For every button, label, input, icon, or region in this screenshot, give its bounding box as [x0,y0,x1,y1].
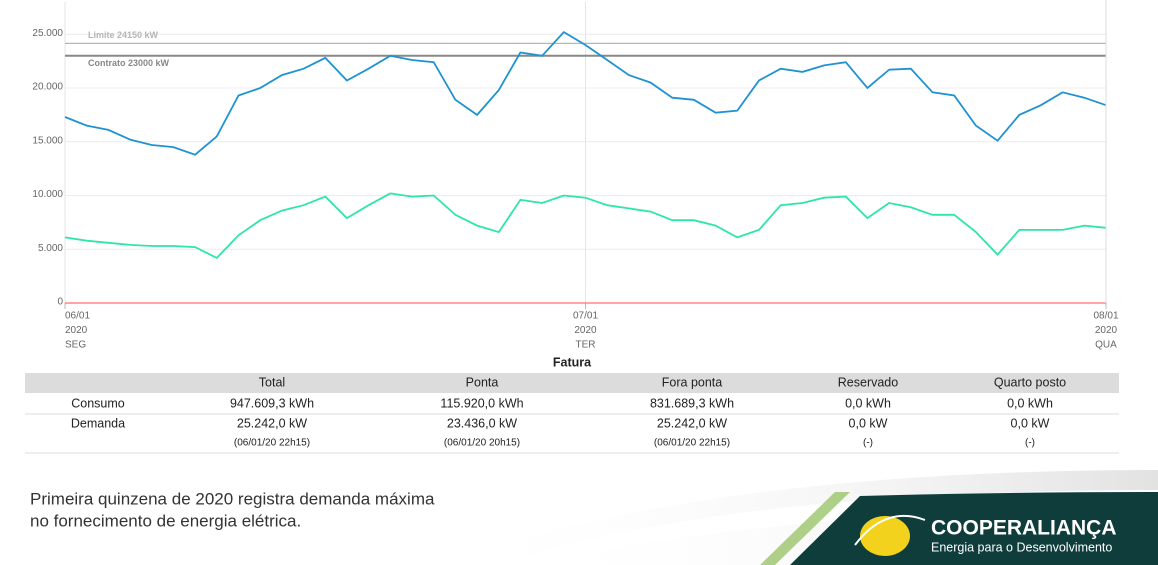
logo-icon [860,516,910,556]
table-title: Fatura [553,355,592,369]
x-tick-label: SEG [65,340,86,351]
cell: 23.436,0 kW [447,416,517,430]
cell: 25.242,0 kW [657,416,727,430]
stripe [760,492,850,565]
x-tick-label: 2020 [574,325,597,336]
reference-label: Limite 24150 kW [88,30,159,40]
column-header: Ponta [466,375,499,389]
x-tick-label: TER [576,340,596,351]
cell-note: (06/01/20 22h15) [654,438,730,449]
cell-note: (06/01/20 20h15) [444,438,520,449]
cell: 115.920,0 kWh [440,396,523,410]
x-tick-label: 07/01 [573,311,598,322]
column-header: Total [259,375,285,389]
series-line [64,30,1107,156]
column-header: Quarto posto [994,375,1066,389]
x-tick-label: 2020 [65,325,88,336]
y-tick-label: 15.000 [32,135,63,146]
cell: 0,0 kW [849,416,888,430]
cell: 0,0 kWh [845,396,891,410]
cell-note: (06/01/20 22h15) [234,438,310,449]
x-tick-label: QUA [1095,340,1117,351]
column-header: Fora ponta [662,375,723,389]
y-tick-label: 10.000 [32,189,63,200]
series-line [64,192,1107,260]
cell: 0,0 kW [1011,416,1050,430]
column-header: Reservado [838,375,898,389]
y-tick-label: 5.000 [38,243,63,254]
cell-note: (-) [863,438,873,449]
y-tick-label: 0 [57,297,63,308]
y-tick-label: 25.000 [32,28,63,39]
row-label: Demanda [71,416,125,430]
row-label: Consumo [71,396,125,410]
logo-icon [854,514,926,546]
reference-label: Contrato 23000 kW [88,58,170,68]
logo-tagline: Energia para o Desenvolvimento [931,540,1112,554]
x-tick-label: 06/01 [65,311,90,322]
cell: 947.609,3 kWh [230,396,314,410]
logo-name: COOPERALIANÇA [931,517,1117,540]
cell: 25.242,0 kW [237,416,307,430]
table-header [25,373,1119,393]
caption: no fornecimento de energia elétrica. [30,511,301,530]
caption: Primeira quinzena de 2020 registra deman… [30,489,435,508]
cell-note: (-) [1025,438,1035,449]
table: Total Ponta Fora ponta Reservado Quarto post… [25,375,1119,454]
cell: 0,0 kWh [1007,396,1053,410]
cell: 831.689,3 kWh [650,396,734,410]
x-tick-label: 08/01 [1093,311,1118,322]
y-tick-label: 20.000 [32,82,63,93]
swoosh [440,470,1158,565]
x-tick-label: 2020 [1095,325,1118,336]
